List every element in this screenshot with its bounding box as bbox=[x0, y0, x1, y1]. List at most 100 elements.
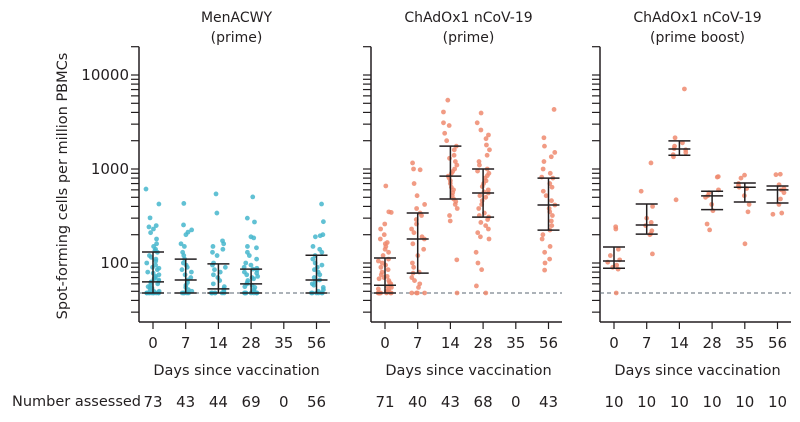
data-point bbox=[484, 152, 490, 158]
data-point bbox=[312, 234, 318, 240]
y-tick-label: 1000 bbox=[91, 160, 129, 178]
data-point bbox=[214, 253, 220, 258]
data-point bbox=[648, 160, 654, 166]
data-point bbox=[254, 256, 260, 262]
data-point bbox=[486, 132, 491, 138]
data-point bbox=[411, 181, 417, 186]
data-point bbox=[542, 143, 547, 149]
data-point bbox=[147, 215, 153, 221]
data-point bbox=[778, 196, 783, 202]
data-point bbox=[683, 150, 689, 155]
x-tick-label: 28 bbox=[474, 334, 493, 352]
panel-title: ChAdOx1 nCoV-19 bbox=[633, 10, 761, 26]
data-point bbox=[549, 213, 555, 218]
data-point bbox=[613, 290, 619, 296]
data-point bbox=[422, 290, 428, 296]
data-point bbox=[383, 183, 389, 189]
data-point bbox=[475, 230, 481, 236]
data-point bbox=[474, 283, 479, 289]
data-point bbox=[478, 127, 484, 133]
data-point bbox=[742, 241, 748, 247]
data-point bbox=[746, 202, 752, 207]
data-point bbox=[222, 264, 228, 270]
data-point bbox=[540, 188, 546, 194]
number-assessed-value: 10 bbox=[637, 393, 656, 411]
data-point bbox=[738, 175, 744, 181]
data-point bbox=[541, 159, 547, 164]
number-assessed-value: 10 bbox=[768, 393, 787, 411]
data-point bbox=[220, 246, 226, 252]
data-point bbox=[181, 244, 187, 249]
data-point bbox=[650, 251, 655, 257]
data-point bbox=[251, 235, 257, 241]
x-tick-label: 28 bbox=[242, 334, 261, 352]
data-point bbox=[411, 230, 417, 236]
data-point bbox=[650, 204, 655, 209]
data-point bbox=[451, 147, 457, 153]
data-point bbox=[255, 274, 261, 279]
data-point bbox=[479, 184, 485, 189]
data-point bbox=[540, 232, 546, 238]
x-tick-label: 0 bbox=[380, 334, 390, 352]
data-point bbox=[548, 218, 554, 224]
data-point bbox=[153, 223, 159, 228]
data-point bbox=[251, 276, 257, 282]
data-point bbox=[411, 166, 416, 172]
number-assessed-value: 68 bbox=[474, 393, 493, 411]
data-point bbox=[151, 226, 156, 232]
data-point bbox=[410, 260, 415, 266]
x-axis-label: Days since vaccination bbox=[153, 363, 319, 379]
data-point bbox=[388, 210, 394, 215]
data-point bbox=[210, 249, 215, 255]
data-point bbox=[777, 171, 783, 177]
number-assessed-value: 44 bbox=[209, 393, 228, 411]
data-point bbox=[441, 120, 446, 126]
data-point bbox=[541, 135, 547, 141]
x-tick-label: 35 bbox=[735, 334, 754, 352]
data-point bbox=[246, 253, 252, 258]
data-point bbox=[375, 286, 381, 292]
panel-1: ChAdOx1 nCoV-19 (prime) Days since vaccina… bbox=[363, 10, 562, 411]
data-point bbox=[211, 272, 216, 278]
data-point bbox=[551, 107, 557, 112]
data-point bbox=[212, 267, 217, 273]
data-point bbox=[648, 220, 654, 225]
data-point bbox=[707, 227, 713, 233]
data-point bbox=[770, 211, 776, 217]
x-tick-label: 0 bbox=[609, 334, 619, 352]
y-tick-label: 100 bbox=[100, 254, 129, 272]
data-point bbox=[542, 249, 548, 255]
data-point bbox=[543, 193, 549, 199]
data-point bbox=[441, 109, 446, 115]
data-point bbox=[254, 245, 259, 251]
data-point bbox=[414, 193, 420, 199]
data-point bbox=[483, 194, 489, 200]
data-point bbox=[252, 219, 257, 225]
number-assessed-value: 10 bbox=[604, 393, 623, 411]
data-point bbox=[548, 154, 554, 160]
data-point bbox=[474, 120, 480, 126]
x-tick-label: 14 bbox=[670, 334, 689, 352]
x-tick-label: 56 bbox=[307, 334, 326, 352]
panel-0: MenACWY (prime) 100 1000 10000 Days since vac… bbox=[81, 10, 330, 411]
data-point bbox=[378, 264, 384, 270]
data-point bbox=[477, 193, 483, 199]
data-point bbox=[181, 222, 186, 228]
data-point bbox=[245, 244, 250, 249]
data-point bbox=[213, 191, 219, 197]
panel-title: ChAdOx1 nCoV-19 bbox=[404, 10, 532, 26]
data-point bbox=[476, 206, 482, 211]
data-point bbox=[476, 159, 482, 164]
data-point bbox=[381, 232, 387, 238]
data-point bbox=[672, 135, 678, 141]
data-point bbox=[542, 267, 548, 273]
number-assessed-value: 43 bbox=[539, 393, 558, 411]
data-point bbox=[179, 267, 185, 273]
data-point bbox=[682, 86, 687, 92]
data-point bbox=[454, 162, 460, 168]
data-point bbox=[473, 249, 479, 255]
data-point bbox=[539, 236, 545, 242]
number-assessed-label: Number assessed bbox=[12, 394, 141, 410]
data-point bbox=[547, 256, 553, 262]
data-point bbox=[181, 201, 187, 206]
